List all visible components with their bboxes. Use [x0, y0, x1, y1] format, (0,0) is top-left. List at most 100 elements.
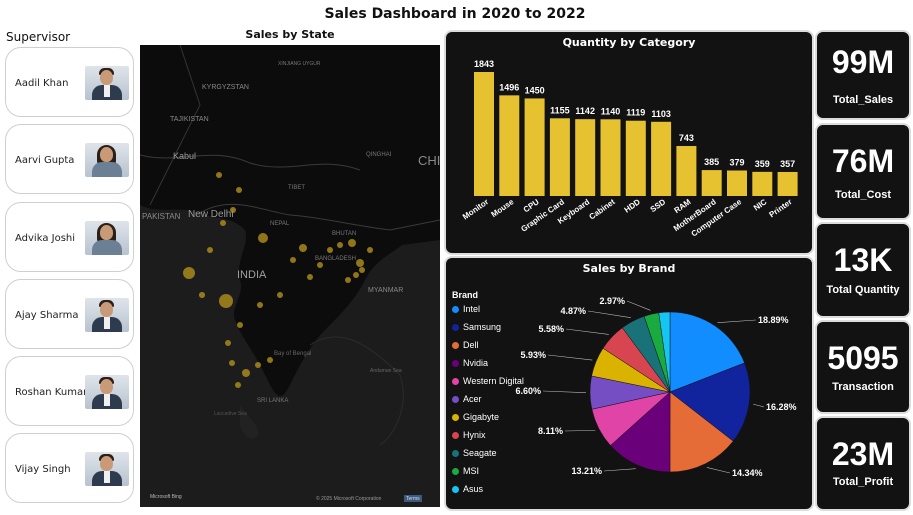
legend-item[interactable]: Intel — [452, 304, 480, 314]
category-label: Printer — [767, 197, 793, 219]
pie-slice — [610, 391, 671, 473]
kpi-label: Total Quantity — [826, 284, 900, 296]
legend-item[interactable]: Nvidia — [452, 358, 488, 368]
data-label: 1119 — [626, 108, 645, 118]
legend-dot — [452, 341, 459, 349]
supervisor-card[interactable]: Aadil Khan — [5, 47, 134, 117]
map-label: BHUTAN — [332, 231, 356, 237]
sales-by-state-map[interactable]: KYRGYZSTAN TAJIKISTAN XINJIANG UYGUR Kab… — [140, 45, 440, 507]
supervisor-heading: Supervisor — [6, 30, 71, 44]
data-label: 357 — [780, 159, 795, 169]
leader-line — [603, 468, 636, 472]
bar — [752, 171, 773, 196]
legend-item[interactable]: Acer — [452, 394, 482, 404]
legend-item[interactable]: Samsung — [452, 322, 501, 332]
slice-label: 14.34% — [732, 468, 763, 478]
legend-label: Samsung — [463, 322, 502, 332]
slice-label: 4.87% — [560, 306, 586, 316]
category-label: HDD — [623, 197, 643, 214]
leader-line — [542, 390, 587, 393]
bar — [575, 119, 596, 196]
bar — [651, 121, 672, 196]
data-label: 1496 — [499, 82, 519, 92]
data-label: 743 — [679, 133, 694, 143]
category-label: Mouse — [490, 197, 516, 219]
avatar — [85, 66, 129, 100]
kpi-value: 99M — [831, 44, 895, 80]
map-label: SRI LANKA — [257, 398, 288, 404]
map-label: MYANMAR — [368, 287, 403, 294]
supervisor-name: Ajay Sharma — [15, 310, 79, 321]
kpi-card-total-profit[interactable]: 23M Total_Profit — [815, 416, 911, 511]
legend-label: Seagate — [463, 448, 497, 458]
map-title: Sales by State — [245, 28, 335, 41]
legend-label: Dell — [463, 340, 479, 350]
supervisor-name: Roshan Kumar — [15, 387, 88, 398]
map-label: QINGHAI — [366, 152, 392, 158]
kpi-value: 13K — [833, 242, 893, 278]
legend-label: Gigabyte — [463, 412, 500, 422]
bar — [600, 119, 621, 196]
slice-label: 13.21% — [571, 466, 602, 476]
map-copyright: © 2025 Microsoft Corporation — [316, 495, 382, 502]
legend-item[interactable]: Western Digital — [452, 376, 524, 386]
legend-item[interactable]: Gigabyte — [452, 412, 499, 422]
leader-line — [717, 319, 757, 323]
legend-item[interactable]: Hynix — [452, 430, 486, 440]
kpi-value: 5095 — [827, 340, 899, 376]
avatar — [85, 298, 129, 332]
bar — [499, 95, 520, 196]
data-label: 1450 — [525, 85, 545, 95]
legend-dot — [452, 485, 459, 493]
supervisor-card[interactable]: Advika Joshi — [5, 202, 134, 272]
legend-label: MSI — [463, 466, 480, 476]
sales-by-brand-panel[interactable]: Sales by Brand Brand Intel Samsung Dell Nvi… — [444, 256, 814, 511]
map-label: Bay of Bengal — [274, 351, 311, 357]
avatar — [85, 221, 129, 255]
map-label: TAJIKISTAN — [170, 116, 209, 123]
category-label: SSD — [649, 197, 668, 214]
slice-label: 8.11% — [538, 426, 563, 436]
map-label: Kabul — [173, 151, 196, 161]
data-label: 1140 — [601, 106, 621, 116]
legend-dot — [452, 449, 459, 457]
kpi-card-total-cost[interactable]: 76M Total_Cost — [815, 123, 911, 220]
bar — [524, 98, 545, 196]
slice-label: 18.89% — [758, 315, 789, 325]
map-label: CHI — [418, 153, 440, 168]
legend-item[interactable]: Dell — [452, 340, 479, 350]
map-label: KYRGYZSTAN — [202, 84, 249, 91]
supervisor-card[interactable]: Roshan Kumar — [5, 356, 134, 426]
legend-item[interactable]: Seagate — [452, 448, 497, 458]
leader-line — [753, 403, 765, 408]
bar — [701, 170, 722, 196]
bar — [727, 170, 747, 196]
dashboard-title: Sales Dashboard in 2020 to 2022 — [324, 6, 586, 22]
supervisor-name: Aarvi Gupta — [15, 155, 75, 166]
avatar — [85, 143, 129, 177]
map-attribution: Microsoft Bing — [150, 494, 182, 500]
legend-label: Intel — [463, 304, 481, 314]
map-label: XINJIANG UYGUR — [278, 61, 321, 67]
supervisor-name: Aadil Khan — [15, 78, 69, 89]
data-label: 1155 — [550, 105, 570, 115]
kpi-card-total-sales[interactable]: 99M Total_Sales — [815, 30, 911, 120]
supervisor-card[interactable]: Ajay Sharma — [5, 279, 134, 349]
supervisor-card[interactable]: Vijay Singh — [5, 433, 134, 503]
legend-item[interactable]: MSI — [452, 466, 479, 476]
category-label: Cabinet — [587, 197, 616, 221]
bar — [676, 146, 697, 196]
leader-line — [587, 310, 631, 318]
legend-item[interactable]: Asus — [452, 484, 483, 494]
pie-slice — [669, 311, 745, 393]
kpi-card-total-quantity[interactable]: 13K Total Quantity — [815, 222, 911, 318]
map-terms-link[interactable]: Terms — [406, 496, 420, 502]
brand-chart-title: Sales by Brand — [582, 262, 676, 275]
data-label: 1103 — [651, 109, 671, 119]
supervisor-card[interactable]: Aarvi Gupta — [5, 124, 134, 194]
pie-slice — [658, 311, 671, 393]
map-label: PAKISTAN — [142, 212, 181, 221]
quantity-by-category-panel[interactable]: Quantity by Category 1843 Monitor 1496 Mous… — [444, 30, 814, 255]
kpi-card-transaction[interactable]: 5095 Transaction — [815, 320, 911, 414]
